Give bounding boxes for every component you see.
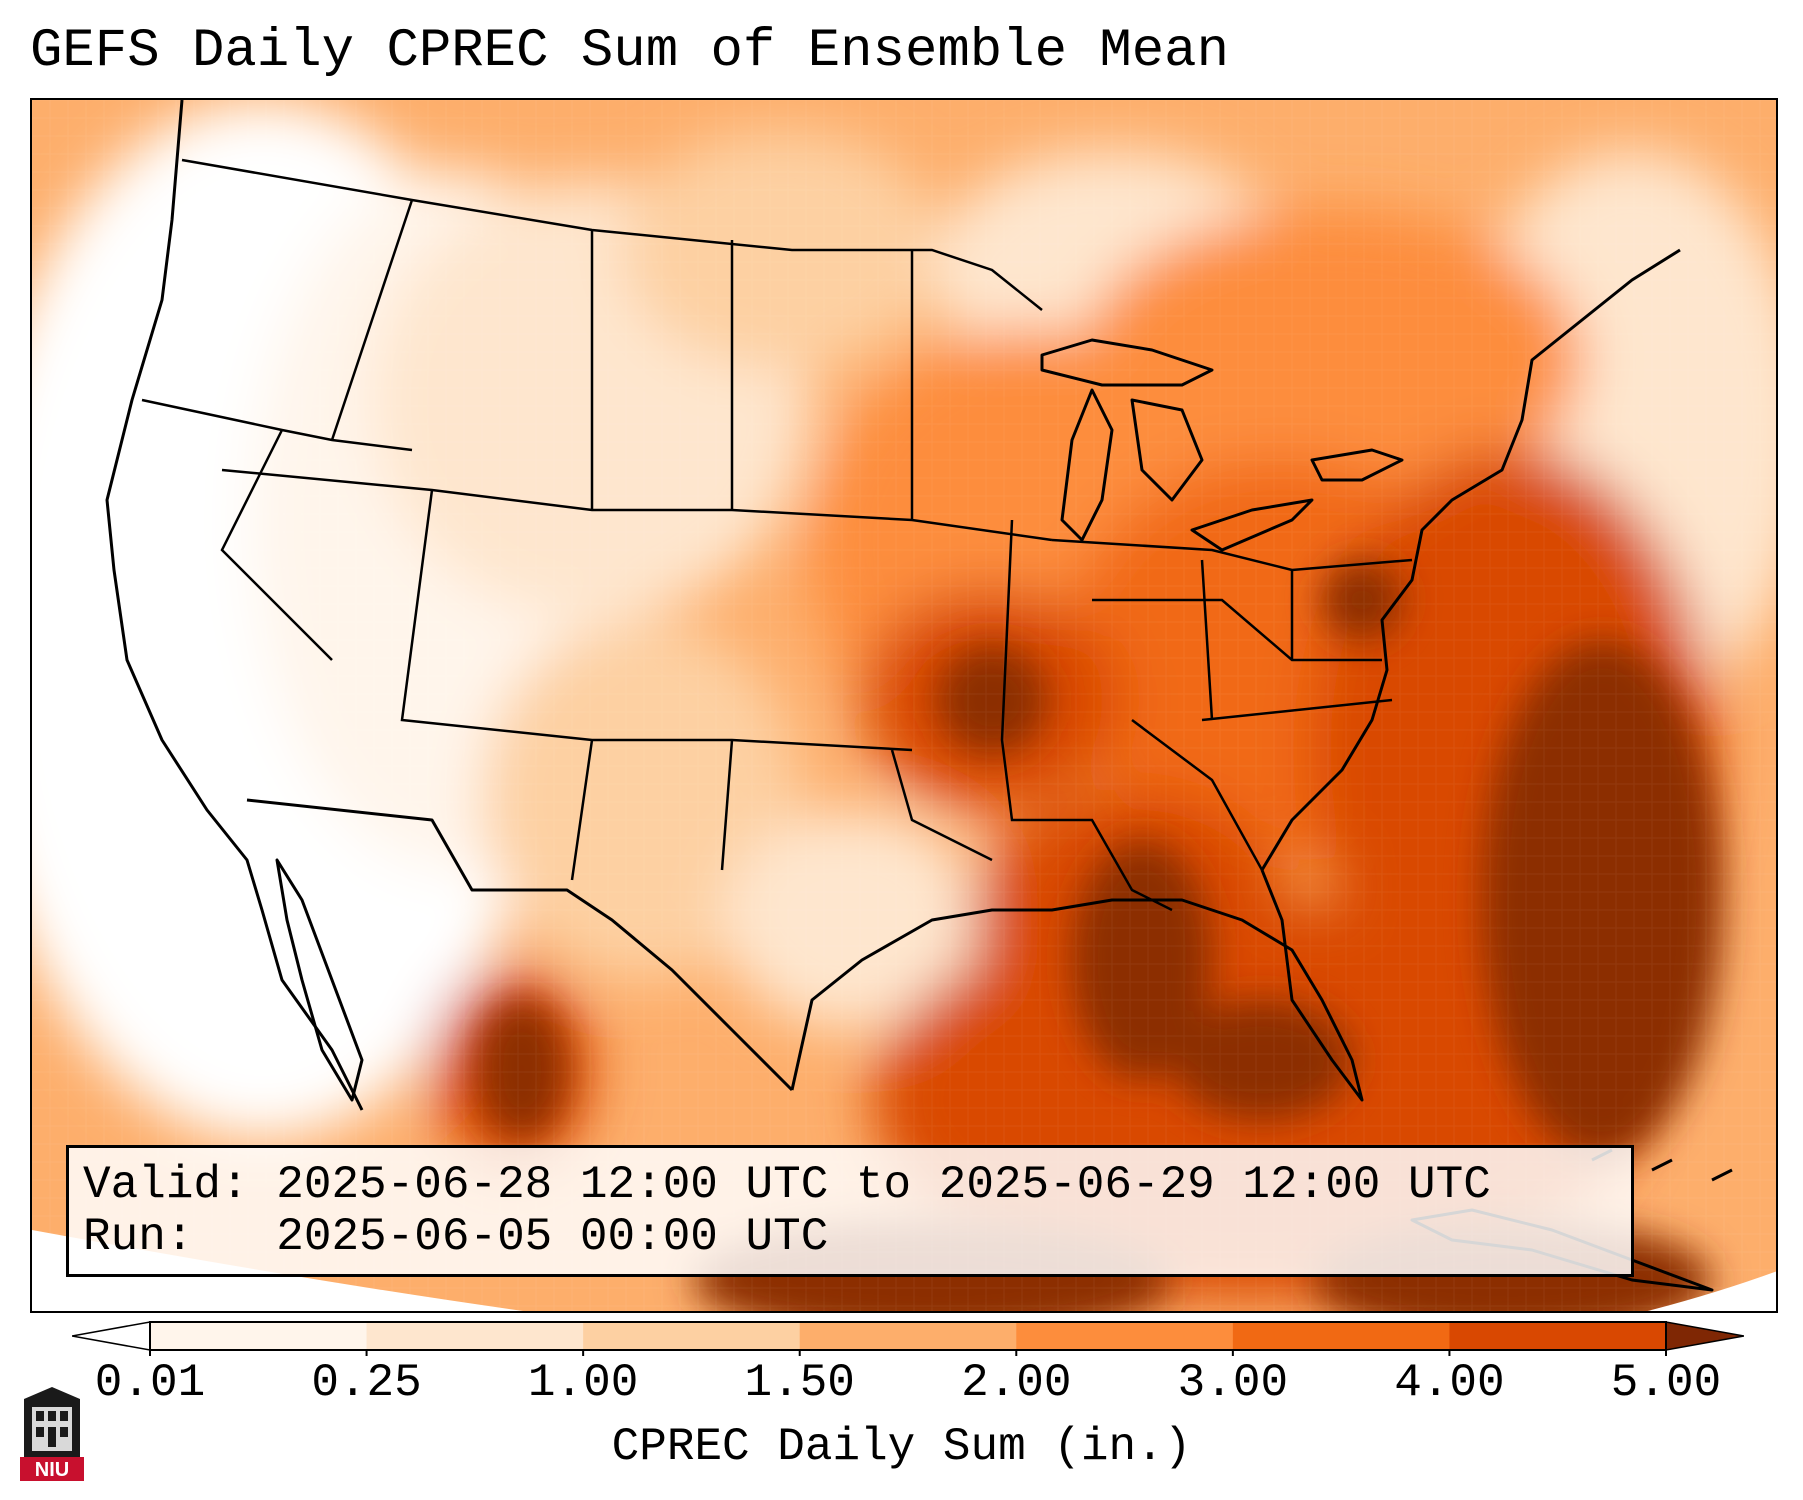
valid-time-text: Valid: 2025-06-28 12:00 UTC to 2025-06-2… bbox=[83, 1159, 1491, 1211]
colorbar-tick-label: 0.01 bbox=[94, 1357, 206, 1409]
colorbar-over-arrow bbox=[1665, 1321, 1744, 1351]
map-canvas bbox=[32, 100, 1776, 1311]
colorbar-tick-label: 2.00 bbox=[961, 1357, 1072, 1409]
colorbar-tick-label: 3.00 bbox=[1177, 1357, 1289, 1409]
colorbar-tick-label: 0.25 bbox=[311, 1357, 422, 1409]
coastline-lines bbox=[105, 100, 1733, 1292]
colorbar-label: CPREC Daily Sum (in.) bbox=[611, 1421, 1192, 1473]
colorbar-tick-label: 4.00 bbox=[1394, 1357, 1505, 1409]
niu-logo-text: NIU bbox=[35, 1459, 69, 1481]
colorbar-segment bbox=[1232, 1322, 1450, 1350]
colorbar-segment bbox=[150, 1322, 368, 1350]
colorbar-segment bbox=[583, 1322, 801, 1350]
state-boundary-lines bbox=[141, 158, 1413, 912]
colorbar-segment bbox=[1016, 1322, 1234, 1350]
map-title: GEFS Daily CPREC Sum of Ensemble Mean bbox=[30, 21, 1229, 82]
colorbar-tick-label: 1.50 bbox=[744, 1357, 855, 1409]
colorbar-segment bbox=[366, 1322, 584, 1350]
colorbar-tick-label: 1.00 bbox=[527, 1357, 639, 1409]
colorbar-tick-label: 5.00 bbox=[1610, 1357, 1722, 1409]
precipitation-field bbox=[32, 100, 1776, 1311]
niu-logo-icon: NIU bbox=[20, 1387, 84, 1481]
valid-time-box: Valid: 2025-06-28 12:00 UTC to 2025-06-2… bbox=[66, 1145, 1634, 1277]
colorbar bbox=[72, 1321, 1744, 1356]
run-time-text: Run: 2025-06-05 00:00 UTC bbox=[83, 1211, 829, 1263]
colorbar-segment bbox=[1449, 1322, 1667, 1350]
colorbar-segment bbox=[799, 1322, 1017, 1350]
precipitation-map[interactable] bbox=[30, 98, 1778, 1313]
colorbar-under-arrow bbox=[72, 1321, 151, 1351]
